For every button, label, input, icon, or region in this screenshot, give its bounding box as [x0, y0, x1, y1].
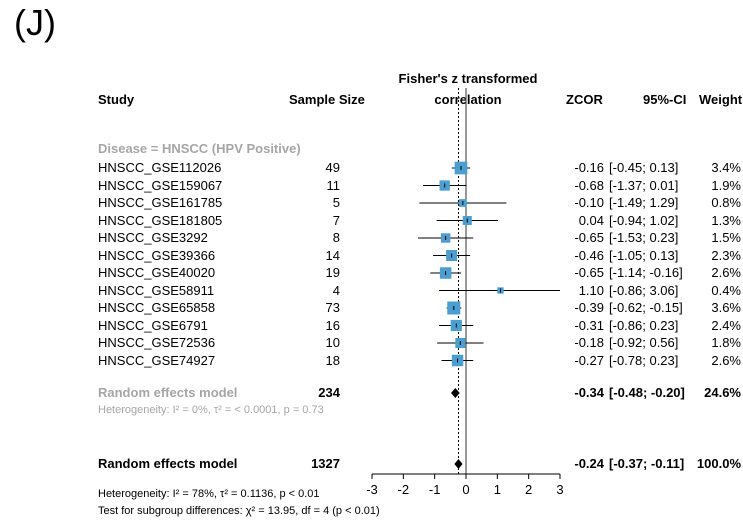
subgroup-random-n: 234 [318, 385, 340, 400]
subgroup-differences-test: Test for subgroup differences: χ² = 13.9… [98, 505, 380, 517]
study-weight: 2.6% [711, 352, 741, 368]
header-effect-line2: correlation [434, 92, 502, 107]
x-tick-label: 3 [556, 482, 563, 497]
study-zcor: -0.27 [574, 352, 604, 368]
overall-random-ci: [-0.37; -0.11] [609, 456, 685, 471]
study-name: HNSCC_GSE6791 [98, 317, 208, 333]
subgroup-random-ci: [-0.48; -0.20] [609, 385, 685, 400]
overall-random-weight: 100.0% [696, 456, 741, 471]
study-ci: [-1.49; 1.29] [609, 195, 679, 210]
study-weight: 1.8% [711, 335, 741, 350]
study-zcor: -0.65 [574, 265, 604, 280]
x-tick-label: 1 [494, 482, 501, 497]
study-ci: [-1.37; 0.01] [609, 177, 679, 193]
study-sample-size: 19 [325, 265, 340, 280]
subgroup-random-weight: 24.6% [704, 385, 741, 400]
study-zcor: -0.31 [574, 317, 604, 333]
study-name: HNSCC_GSE161785 [98, 195, 223, 210]
study-ci: [-1.53; 0.23] [609, 230, 679, 245]
subgroup-random-label: Random effects model [98, 385, 238, 400]
study-weight: 3.6% [711, 300, 741, 315]
overall-random-label: Random effects model [98, 456, 238, 471]
subgroup-diamond [450, 388, 460, 398]
study-zcor: -0.16 [574, 160, 604, 175]
study-ci: [-1.14; -0.16] [609, 265, 683, 280]
x-tick-label: -2 [398, 482, 410, 497]
study-name: HNSCC_GSE112026 [98, 160, 222, 175]
study-name: HNSCC_GSE40020 [98, 265, 216, 280]
study-weight: 2.4% [711, 317, 741, 333]
header-effect-line1: Fisher's z transformed [398, 71, 538, 86]
study-ci: [-0.92; 0.56] [609, 335, 679, 350]
study-sample-size: 8 [332, 230, 340, 245]
overall-heterogeneity: Heterogeneity: I² = 78%, τ² = 0.1136, p … [98, 488, 320, 500]
header-weight: Weight [699, 92, 743, 107]
study-ci: [-0.45; 0.13] [609, 160, 679, 175]
study-zcor: -0.10 [574, 195, 604, 210]
subgroup-heterogeneity: Heterogeneity: I² = 0%, τ² = < 0.0001, p… [98, 404, 324, 416]
study-sample-size: 18 [325, 352, 340, 368]
study-name: HNSCC_GSE159067 [98, 177, 223, 193]
subgroup-random-zcor: -0.34 [574, 385, 604, 400]
header-study: Study [98, 92, 135, 107]
study-zcor: -0.65 [574, 230, 604, 245]
study-name: HNSCC_GSE181805 [98, 212, 223, 228]
study-weight: 0.4% [711, 282, 741, 298]
study-weight: 2.6% [711, 265, 741, 280]
study-sample-size: 49 [325, 160, 340, 175]
study-ci: [-0.86; 0.23] [609, 317, 679, 333]
study-zcor: -0.46 [574, 247, 604, 263]
x-tick-label: 0 [462, 482, 469, 497]
study-zcor: 1.10 [578, 282, 604, 298]
study-sample-size: 11 [326, 177, 341, 193]
study-sample-size: 16 [325, 317, 340, 333]
study-sample-size: 5 [332, 195, 340, 210]
study-zcor: 0.04 [578, 212, 604, 228]
study-name: HNSCC_GSE3292 [98, 230, 208, 245]
study-zcor: -0.18 [574, 335, 604, 350]
study-ci: [-1.05; 0.13] [609, 247, 679, 263]
study-name: HNSCC_GSE74927 [98, 352, 216, 368]
study-sample-size: 7 [332, 212, 340, 228]
header-sample-size: Sample Size [289, 92, 365, 107]
study-ci: [-0.62; -0.15] [609, 300, 683, 315]
study-zcor: -0.39 [574, 300, 604, 315]
overall-random-n: 1327 [311, 456, 340, 471]
study-ci: [-0.78; 0.23] [609, 352, 679, 368]
study-weight: 0.8% [711, 195, 741, 210]
study-ci: [-0.94; 1.02] [609, 212, 679, 228]
study-weight: 3.4% [711, 160, 741, 175]
study-zcor: -0.68 [574, 177, 604, 193]
study-weight: 1.5% [711, 230, 741, 245]
study-ci: [-0.86; 3.06] [609, 282, 679, 298]
header-zcor: ZCOR [566, 92, 603, 107]
study-weight: 1.3% [711, 212, 741, 228]
subgroup-label: Disease = HNSCC (HPV Positive) [98, 141, 301, 156]
study-name: HNSCC_GSE39366 [98, 247, 216, 263]
x-tick-label: -1 [429, 482, 441, 497]
study-weight: 2.3% [711, 247, 741, 263]
study-sample-size: 10 [325, 335, 340, 350]
x-tick-label: 2 [525, 482, 532, 497]
overall-diamond [454, 459, 463, 469]
study-sample-size: 4 [332, 282, 340, 298]
study-sample-size: 14 [325, 247, 340, 263]
header-ci: 95%-CI [643, 92, 687, 107]
overall-random-zcor: -0.24 [574, 456, 604, 471]
panel-label: (J) [14, 2, 56, 43]
study-sample-size: 73 [325, 300, 340, 315]
study-name: HNSCC_GSE72536 [98, 335, 216, 350]
study-name: HNSCC_GSE65858 [98, 300, 216, 315]
study-weight: 1.9% [711, 177, 741, 193]
x-tick-label: -3 [366, 482, 378, 497]
study-name: HNSCC_GSE58911 [98, 282, 215, 298]
